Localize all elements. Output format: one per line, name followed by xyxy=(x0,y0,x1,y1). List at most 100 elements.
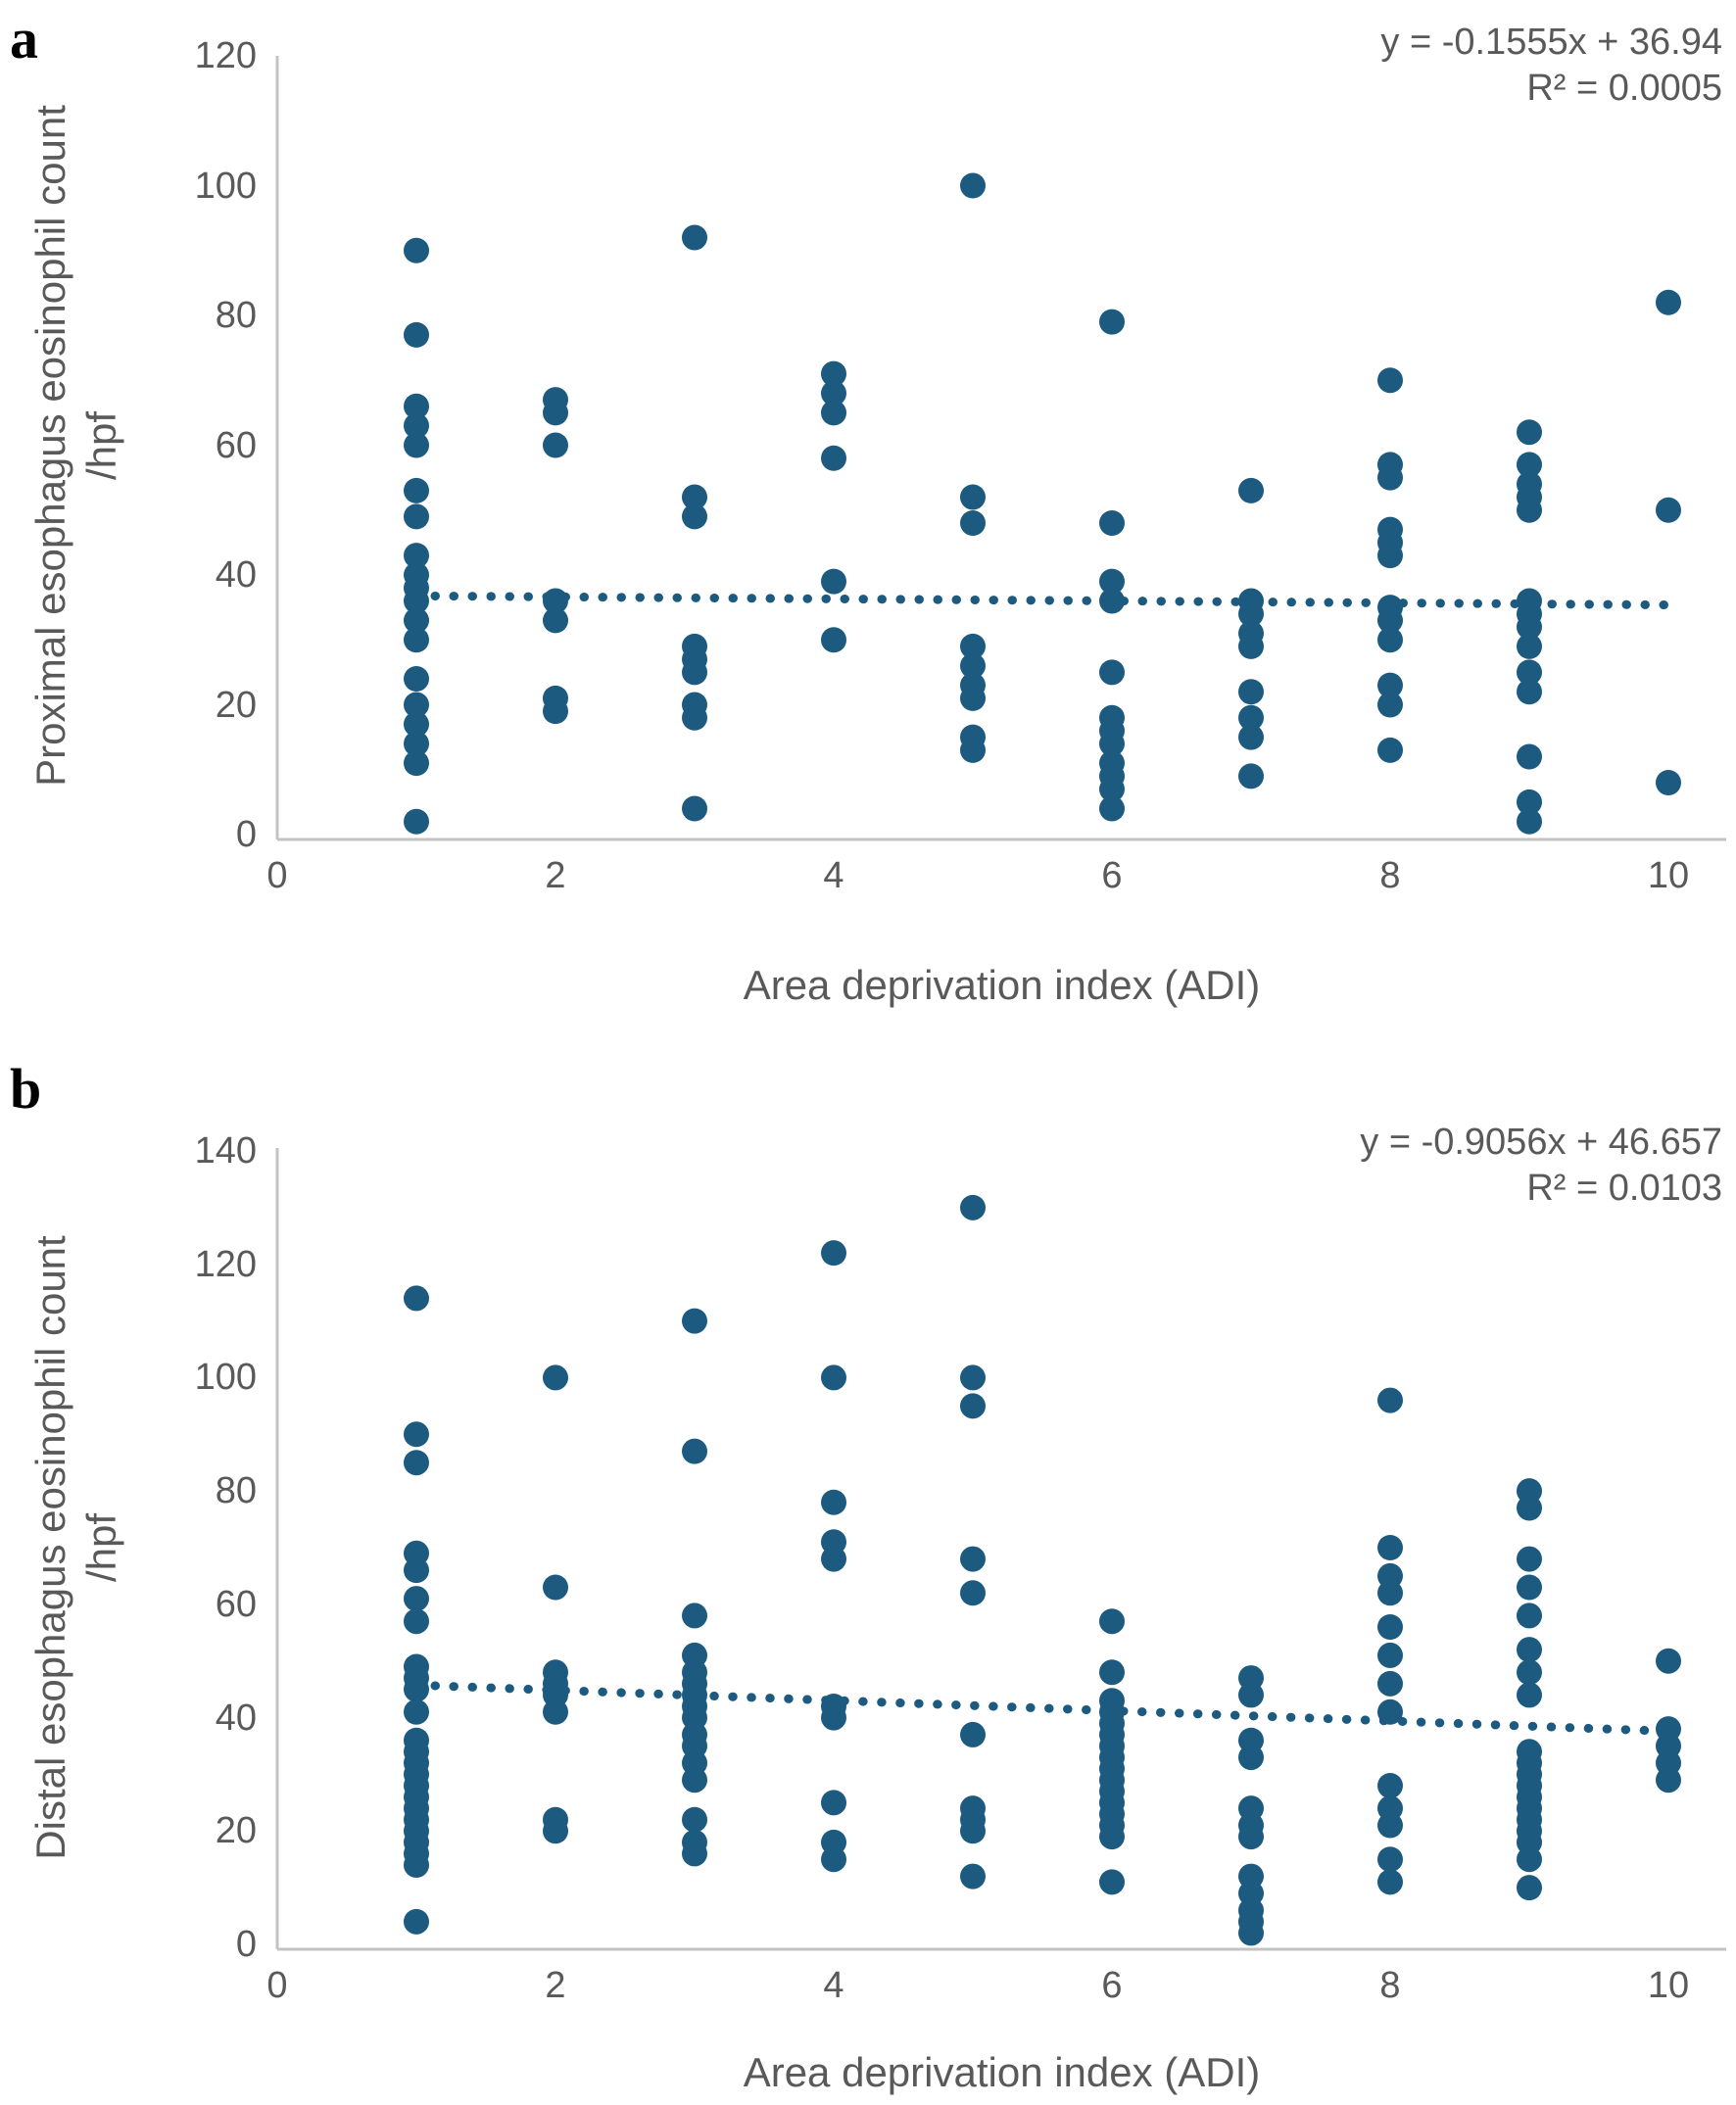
data-point xyxy=(960,652,986,679)
data-point xyxy=(543,400,568,426)
data-point xyxy=(960,1580,986,1606)
data-point xyxy=(821,1489,846,1515)
data-point xyxy=(1517,808,1542,835)
data-point xyxy=(1377,1580,1403,1606)
data-point xyxy=(960,1364,986,1391)
x-tick-label: 4 xyxy=(823,1965,844,2006)
data-point xyxy=(821,1546,846,1572)
data-point xyxy=(543,1698,568,1725)
x-tick-label: 4 xyxy=(823,855,844,896)
y-axis-title-b: Distal esophagus eosinophil count xyxy=(27,1235,73,1860)
data-point xyxy=(682,704,707,731)
data-point xyxy=(1377,1869,1403,1895)
x-axis-title-a: Area deprivation index (ADI) xyxy=(743,962,1261,1008)
data-point xyxy=(404,692,429,718)
y-axis-subtitle-a: /hpf xyxy=(78,410,124,481)
y-tick-label: 60 xyxy=(215,424,257,466)
data-point xyxy=(682,1308,707,1334)
y-tick-label: 80 xyxy=(215,1470,257,1512)
data-point xyxy=(543,698,568,725)
y-tick-label: 40 xyxy=(215,1697,257,1739)
data-point xyxy=(960,685,986,711)
x-tick-label: 0 xyxy=(266,1965,288,2006)
data-point xyxy=(821,1364,846,1391)
data-point xyxy=(960,737,986,763)
x-tick-label: 6 xyxy=(1101,855,1123,896)
data-point xyxy=(543,1574,568,1601)
data-point xyxy=(404,393,429,419)
data-point xyxy=(960,484,986,510)
data-point xyxy=(1099,588,1125,614)
x-axis-title-b: Area deprivation index (ADI) xyxy=(743,2049,1261,2095)
data-point xyxy=(404,503,429,530)
data-point xyxy=(1377,464,1403,491)
data-point xyxy=(404,588,429,614)
data-point xyxy=(1517,1875,1542,1901)
data-point xyxy=(404,1852,429,1879)
data-point xyxy=(821,380,846,407)
y-tick-label: 20 xyxy=(215,1810,257,1852)
data-point xyxy=(1099,795,1125,822)
y-tick-label: 20 xyxy=(215,684,257,726)
data-point xyxy=(1238,1745,1264,1771)
y-tick-label: 100 xyxy=(194,1357,257,1399)
data-point xyxy=(1099,510,1125,536)
data-point xyxy=(1377,1773,1403,1799)
data-point xyxy=(1099,568,1125,595)
data-point xyxy=(960,1194,986,1220)
data-point xyxy=(1099,1608,1125,1635)
data-point xyxy=(1377,1614,1403,1641)
data-point xyxy=(543,1364,568,1391)
y-tick-label: 40 xyxy=(215,554,257,596)
y-axis-subtitle-b: /hpf xyxy=(78,1512,124,1583)
data-point xyxy=(404,237,429,263)
x-tick-label: 6 xyxy=(1101,1965,1123,2006)
data-point xyxy=(960,1546,986,1572)
data-point xyxy=(1377,627,1403,653)
panel-label-b: b xyxy=(10,1057,42,1121)
data-point xyxy=(404,1908,429,1935)
equation-text-b: y = -0.9056x + 46.657 xyxy=(1360,1122,1722,1163)
data-point xyxy=(1517,614,1542,640)
data-point xyxy=(960,633,986,659)
data-point xyxy=(821,1704,846,1731)
data-point xyxy=(1517,1637,1542,1663)
data-point xyxy=(682,1841,707,1867)
x-tick-label: 0 xyxy=(266,855,288,896)
data-point xyxy=(821,1846,846,1873)
data-point xyxy=(404,1608,429,1635)
data-point xyxy=(1377,1642,1403,1668)
data-point xyxy=(1656,770,1681,795)
data-point xyxy=(1517,659,1542,686)
data-point xyxy=(404,1557,429,1584)
data-point xyxy=(404,1450,429,1476)
data-point xyxy=(404,1698,429,1725)
data-point xyxy=(1377,1846,1403,1873)
data-point xyxy=(1099,659,1125,686)
data-point xyxy=(1517,1495,1542,1521)
data-point xyxy=(1099,731,1125,757)
data-point xyxy=(821,568,846,595)
data-point xyxy=(1377,1387,1403,1413)
y-axis-title-a: Proximal esophagus eosinophil count xyxy=(27,105,73,787)
data-point xyxy=(1099,776,1125,802)
data-point xyxy=(1517,1603,1542,1629)
data-point xyxy=(1377,1670,1403,1697)
data-point xyxy=(1238,1824,1264,1850)
data-point xyxy=(1377,672,1403,698)
data-point xyxy=(682,1603,707,1629)
data-point xyxy=(682,1438,707,1464)
data-point xyxy=(960,172,986,199)
equation-block-a: y = -0.1555x + 36.94 R² = 0.0005 xyxy=(1037,20,1722,112)
data-point xyxy=(404,432,429,458)
data-point xyxy=(821,1240,846,1267)
y-tick-label: 80 xyxy=(215,295,257,336)
data-point xyxy=(821,445,846,471)
x-tick-label: 8 xyxy=(1379,855,1401,896)
data-point xyxy=(1238,477,1264,503)
data-point xyxy=(1238,679,1264,705)
data-point xyxy=(1099,309,1125,335)
data-point xyxy=(1099,1659,1125,1686)
data-point xyxy=(1517,452,1542,478)
data-point xyxy=(1377,1698,1403,1725)
